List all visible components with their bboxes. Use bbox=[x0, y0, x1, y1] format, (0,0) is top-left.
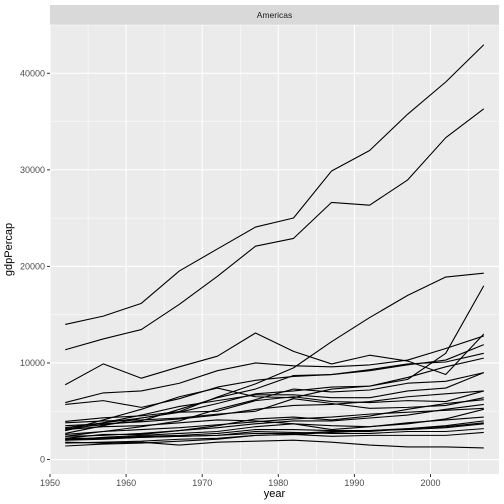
x-axis-ticks: 1950 1960 1970 1980 1990 2000 bbox=[40, 474, 441, 488]
facet-strip-label: Americas bbox=[257, 10, 292, 20]
major-gridlines bbox=[49, 25, 499, 474]
series-line-25 bbox=[65, 390, 484, 427]
x-axis-title: year bbox=[264, 488, 286, 500]
series-line-16 bbox=[65, 408, 484, 441]
x-tick-label: 2000 bbox=[420, 478, 440, 488]
series-line-22 bbox=[65, 439, 484, 449]
series-line-14 bbox=[65, 399, 484, 439]
y-tick-label: 10000 bbox=[20, 358, 45, 368]
series-lines bbox=[64, 44, 485, 449]
y-axis-title: gdpPercap bbox=[3, 223, 15, 276]
series-line-6 bbox=[65, 285, 485, 432]
series-line-11 bbox=[65, 372, 484, 437]
series-line-21 bbox=[65, 431, 484, 444]
y-axis-ticks: 0 10000 20000 30000 40000 bbox=[20, 68, 50, 465]
series-line-12 bbox=[65, 390, 484, 432]
series-line-2 bbox=[65, 108, 485, 351]
y-tick-label: 40000 bbox=[20, 68, 45, 78]
x-tick-label: 1970 bbox=[192, 478, 212, 488]
y-tick-label: 20000 bbox=[20, 261, 45, 271]
series-line-8 bbox=[65, 352, 484, 430]
series-line-1 bbox=[65, 44, 485, 325]
series-line-19 bbox=[65, 423, 484, 439]
series-line-17 bbox=[65, 416, 484, 431]
y-tick-label: 0 bbox=[40, 455, 45, 465]
x-tick-label: 1960 bbox=[116, 478, 136, 488]
series-line-24 bbox=[65, 407, 484, 435]
facet-strip bbox=[50, 5, 499, 25]
x-tick-label: 1980 bbox=[268, 478, 288, 488]
y-tick-label: 30000 bbox=[20, 165, 45, 175]
series-line-23 bbox=[65, 422, 484, 440]
series-line-4 bbox=[65, 335, 484, 404]
series-line-13 bbox=[65, 397, 484, 424]
x-tick-label: 1990 bbox=[344, 478, 364, 488]
x-tick-label: 1950 bbox=[40, 478, 60, 488]
